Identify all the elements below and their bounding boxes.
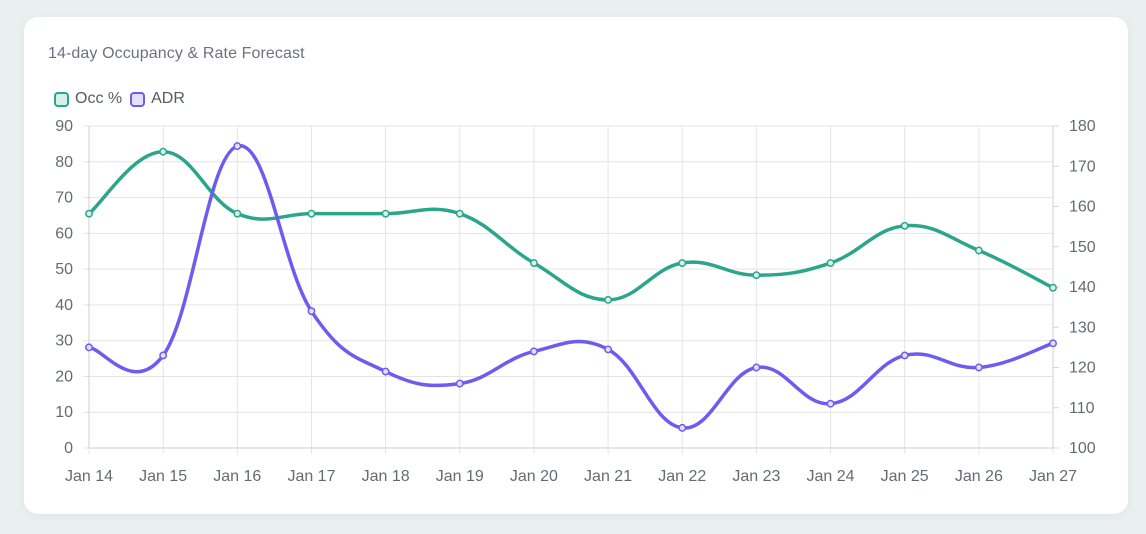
- x-tick-label: Jan 21: [584, 468, 632, 485]
- y-left-tick-label: 60: [55, 225, 73, 242]
- y-left-tick-label: 10: [55, 404, 73, 421]
- y-right-tick-label: 130: [1069, 319, 1096, 336]
- legend-item-occ[interactable]: Occ %: [54, 90, 122, 108]
- data-point-adr[interactable]: [159, 351, 168, 360]
- data-point-occ[interactable]: [233, 209, 242, 218]
- data-point-adr[interactable]: [233, 142, 242, 151]
- data-point-adr[interactable]: [752, 363, 761, 372]
- x-tick-label: Jan 20: [510, 468, 558, 485]
- data-point-adr[interactable]: [974, 363, 983, 372]
- y-left-tick-label: 80: [55, 154, 73, 171]
- series-lines: [87, 144, 1055, 430]
- data-point-occ[interactable]: [529, 259, 538, 267]
- chart-title: 14-day Occupancy & Rate Forecast: [48, 45, 305, 62]
- data-point-occ[interactable]: [307, 209, 316, 218]
- y-right-tick-label: 120: [1069, 360, 1096, 377]
- data-point-occ[interactable]: [159, 147, 168, 156]
- data-point-adr[interactable]: [529, 347, 538, 356]
- y-right-tick-label: 160: [1069, 199, 1096, 216]
- x-tick-label: Jan 24: [807, 468, 855, 485]
- data-point-occ[interactable]: [826, 259, 835, 267]
- y-right-tick-label: 170: [1069, 158, 1096, 175]
- legend-item-adr[interactable]: ADR: [130, 90, 185, 108]
- y-right-tick-label: 140: [1069, 279, 1096, 296]
- y-left-tick-label: 90: [55, 118, 73, 135]
- x-tick-label: Jan 25: [881, 468, 929, 485]
- chart-card: 14-day Occupancy & Rate Forecast Occ % A…: [24, 17, 1128, 514]
- data-point-occ[interactable]: [381, 209, 390, 218]
- y-left-tick-label: 30: [55, 333, 73, 350]
- x-tick-label: Jan 27: [1029, 468, 1077, 485]
- y-left-tick-label: 40: [55, 297, 73, 314]
- x-tick-label: Jan 19: [436, 468, 484, 485]
- legend-label-adr: ADR: [151, 90, 185, 107]
- chart-legend: Occ % ADR: [54, 90, 193, 108]
- data-point-adr[interactable]: [678, 423, 687, 432]
- data-point-occ[interactable]: [678, 259, 687, 267]
- data-point-occ[interactable]: [974, 246, 983, 255]
- x-tick-label: Jan 17: [287, 468, 335, 485]
- data-point-adr[interactable]: [826, 399, 835, 408]
- y-left-tick-label: 50: [55, 261, 73, 278]
- x-tick-label: Jan 14: [65, 468, 113, 485]
- grid-lines: [83, 125, 1059, 454]
- data-point-adr[interactable]: [85, 343, 93, 352]
- y-right-tick-label: 110: [1069, 400, 1095, 417]
- y-left-tick-label: 70: [55, 190, 73, 207]
- x-tick-label: Jan 15: [139, 468, 187, 485]
- data-point-adr[interactable]: [900, 351, 909, 360]
- x-tick-label: Jan 26: [955, 468, 1003, 485]
- data-point-occ[interactable]: [455, 209, 464, 218]
- axes: 0 10 20 30 40 50 60 70 80 90 100 110 120 130 140 150 160…: [55, 118, 1096, 485]
- y-left-tick-label: 0: [64, 440, 73, 457]
- data-point-occ[interactable]: [1049, 283, 1057, 292]
- y-left-tick-label: 20: [55, 368, 73, 385]
- data-point-occ[interactable]: [604, 295, 613, 304]
- data-point-adr[interactable]: [381, 367, 390, 376]
- legend-swatch-adr: [130, 91, 146, 107]
- data-point-occ[interactable]: [752, 271, 761, 280]
- x-tick-label: Jan 18: [362, 468, 410, 485]
- x-tick-label: Jan 16: [213, 468, 261, 485]
- y-right-tick-label: 100: [1069, 440, 1096, 457]
- data-point-adr[interactable]: [455, 379, 464, 388]
- legend-label-occ: Occ %: [75, 90, 123, 107]
- data-point-occ[interactable]: [85, 209, 93, 218]
- data-point-adr[interactable]: [604, 345, 613, 354]
- y-right-tick-label: 180: [1069, 118, 1096, 135]
- y-right-tick-label: 150: [1069, 239, 1096, 256]
- data-point-adr[interactable]: [1049, 339, 1057, 348]
- x-tick-label: Jan 22: [658, 468, 706, 485]
- series-line-adr: [87, 144, 1055, 430]
- series-points: [85, 142, 1057, 432]
- data-point-adr[interactable]: [307, 307, 316, 316]
- data-point-occ[interactable]: [900, 221, 909, 230]
- legend-swatch-occ: [54, 91, 69, 107]
- x-tick-label: Jan 23: [732, 468, 780, 485]
